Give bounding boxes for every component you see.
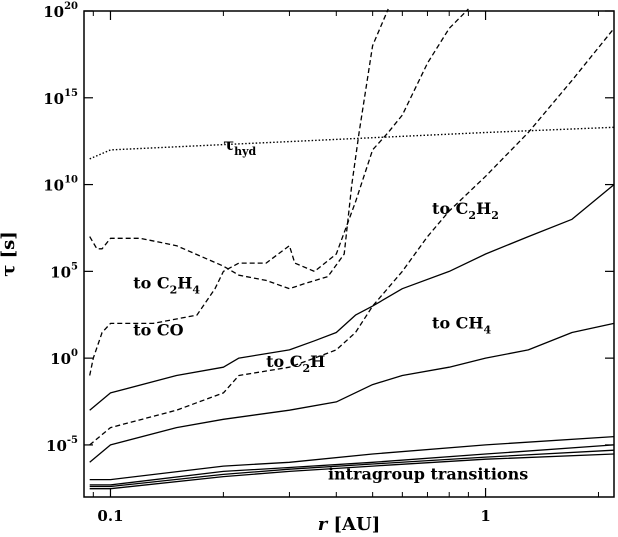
annotation-part: 2 (491, 209, 499, 222)
x-tick-label: 0.1 (97, 507, 123, 525)
y-tick-base: 10 (43, 177, 64, 195)
series-group (89, 8, 615, 490)
annotation-part: to CO (133, 321, 183, 340)
y-tick-label: 1020 (43, 1, 78, 21)
y-tick-label: 100 (50, 348, 78, 368)
y-tick-base: 10 (43, 90, 64, 108)
x-axis-var: r (318, 514, 329, 535)
annotation-to-c2h: to C2H (266, 352, 325, 375)
y-tick-base: 10 (46, 437, 67, 455)
annotation-part: to C (432, 199, 468, 218)
x-axis-title: r [AU] (318, 514, 380, 535)
annotation-part: H (310, 352, 325, 371)
series-tau-hyd (89, 126, 615, 160)
annotation-part: hyd (234, 145, 256, 158)
annotation-part: 2 (468, 209, 476, 222)
series-to-c2h4 (89, 8, 389, 290)
annotation-to-c2h4: to C2H4 (133, 274, 200, 297)
y-tick-label: 1015 (43, 88, 78, 108)
y-tick-label: 105 (50, 261, 78, 281)
y-tick-base: 10 (50, 350, 71, 368)
annotation-to-c2h2: to C2H2 (432, 199, 499, 222)
y-axis-unit: [s] (0, 231, 19, 258)
annotation-to-co: to CO (133, 321, 183, 340)
y-tick-base: 10 (43, 3, 64, 21)
annotation-tau-hyd: τhyd (223, 135, 256, 158)
annotation-part: 4 (484, 324, 492, 337)
y-tick-label: 1010 (43, 175, 78, 195)
annotation-to-ch4: to CH4 (432, 314, 491, 337)
series-to-ch4 (89, 322, 615, 463)
annotation-part: to CH (432, 314, 483, 333)
annotation-part: H (476, 199, 491, 218)
x-tick-label: 1 (480, 507, 490, 525)
y-axis-title: τ [s] (0, 231, 19, 277)
y-tick-exp: 10 (64, 175, 78, 186)
series-intragroup-4 (89, 453, 615, 490)
y-tick-exp: 5 (71, 261, 78, 272)
series-intragroup-3 (89, 449, 615, 488)
y-tick-label: 10-5 (46, 435, 78, 455)
annotation-part: τ (223, 135, 234, 154)
plot-frame (83, 10, 615, 498)
y-tick-exp: 20 (64, 1, 78, 12)
series-intragroup-2 (89, 444, 615, 486)
annotation-part: 2 (303, 362, 311, 375)
annotation-part: 4 (192, 284, 200, 297)
series-to-c2h (89, 184, 615, 411)
annotation-intragroup: intragroup transitions (328, 465, 528, 484)
y-tick-exp: -5 (67, 435, 78, 446)
y-tick-base: 10 (50, 263, 71, 281)
x-axis-unit: [AU] (334, 514, 381, 535)
y-axis-var: τ (0, 265, 19, 277)
series-to-c2h2 (89, 27, 615, 446)
y-tick-exp: 0 (71, 348, 78, 359)
series-intragroup-1 (89, 435, 615, 481)
annotation-part: 2 (170, 284, 178, 297)
annotation-part: H (177, 274, 192, 293)
annotation-part: to C (266, 352, 302, 371)
annotation-part: to C (133, 274, 169, 293)
annotation-part: intragroup transitions (328, 465, 528, 484)
y-tick-exp: 15 (64, 88, 78, 99)
